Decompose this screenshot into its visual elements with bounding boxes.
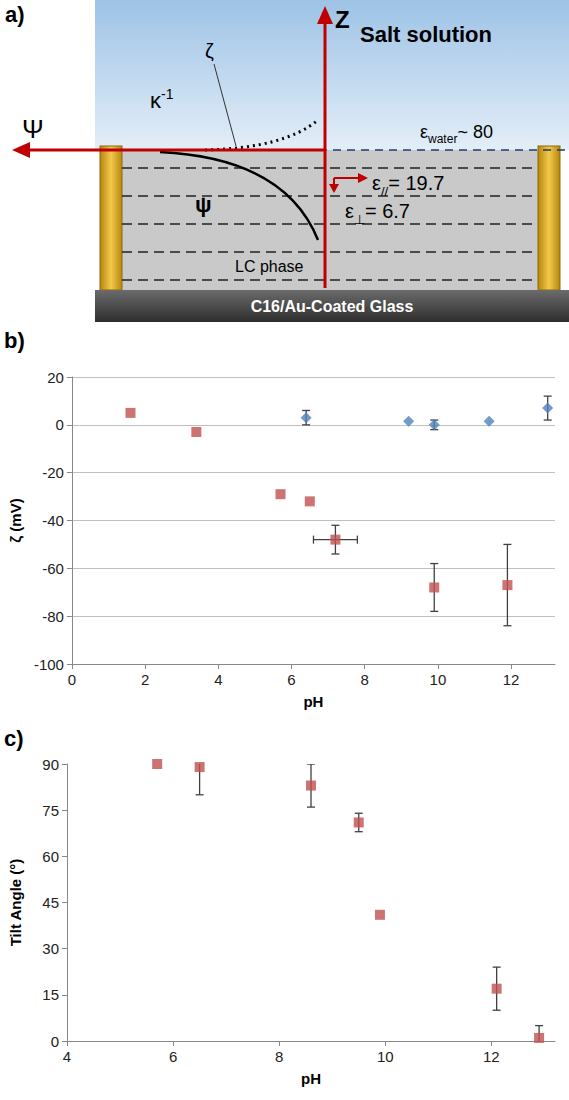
svg-text:6: 6 xyxy=(169,1048,177,1065)
svg-text:ζ: ζ xyxy=(205,40,214,62)
svg-text:εwater~ 80: εwater~ 80 xyxy=(420,122,493,146)
svg-text:-80: -80 xyxy=(42,608,64,625)
svg-text:LC phase: LC phase xyxy=(235,258,304,275)
svg-text:-60: -60 xyxy=(42,560,64,577)
html-text:c): c) xyxy=(4,726,24,751)
svg-text:κ-1: κ-1 xyxy=(150,86,174,113)
svg-text:10: 10 xyxy=(377,1048,394,1065)
svg-text:-100: -100 xyxy=(34,656,64,673)
svg-text:10: 10 xyxy=(430,671,447,688)
svg-text:4: 4 xyxy=(63,1048,71,1065)
svg-text:8: 8 xyxy=(361,671,369,688)
svg-text:2: 2 xyxy=(141,671,149,688)
svg-text:12: 12 xyxy=(503,671,520,688)
svg-text:a): a) xyxy=(5,2,25,27)
svg-text:-20: -20 xyxy=(42,464,64,481)
svg-text:12: 12 xyxy=(483,1048,500,1065)
svg-text:pH: pH xyxy=(303,693,323,710)
svg-text:ε//= 19.7: ε//= 19.7 xyxy=(372,172,444,199)
svg-text:6: 6 xyxy=(287,671,295,688)
svg-text:20: 20 xyxy=(47,369,64,386)
svg-text:0: 0 xyxy=(56,416,64,433)
svg-text:90: 90 xyxy=(42,756,59,773)
svg-text:Tilt Angle (°): Tilt Angle (°) xyxy=(7,859,24,947)
svg-text:15: 15 xyxy=(42,986,59,1003)
svg-text:0: 0 xyxy=(51,1033,59,1050)
svg-text:0: 0 xyxy=(68,671,76,688)
svg-text:Ψ: Ψ xyxy=(22,114,44,144)
svg-text:8: 8 xyxy=(275,1048,283,1065)
html-text:b): b) xyxy=(4,328,25,353)
svg-text:Z: Z xyxy=(335,6,350,33)
svg-text:ζ (mV): ζ (mV) xyxy=(7,498,24,542)
svg-text:-40: -40 xyxy=(42,512,64,529)
svg-text:ε⊥= 6.7: ε⊥= 6.7 xyxy=(345,200,410,227)
svg-text:4: 4 xyxy=(214,671,222,688)
svg-text:60: 60 xyxy=(42,848,59,865)
svg-text:30: 30 xyxy=(42,940,59,957)
svg-text:pH: pH xyxy=(301,1070,321,1087)
svg-text:45: 45 xyxy=(42,894,59,911)
svg-text:ψ: ψ xyxy=(195,192,212,217)
svg-text:C16/Au-Coated Glass: C16/Au-Coated Glass xyxy=(251,298,414,315)
svg-text:75: 75 xyxy=(42,802,59,819)
svg-text:Salt solution: Salt solution xyxy=(360,22,492,47)
